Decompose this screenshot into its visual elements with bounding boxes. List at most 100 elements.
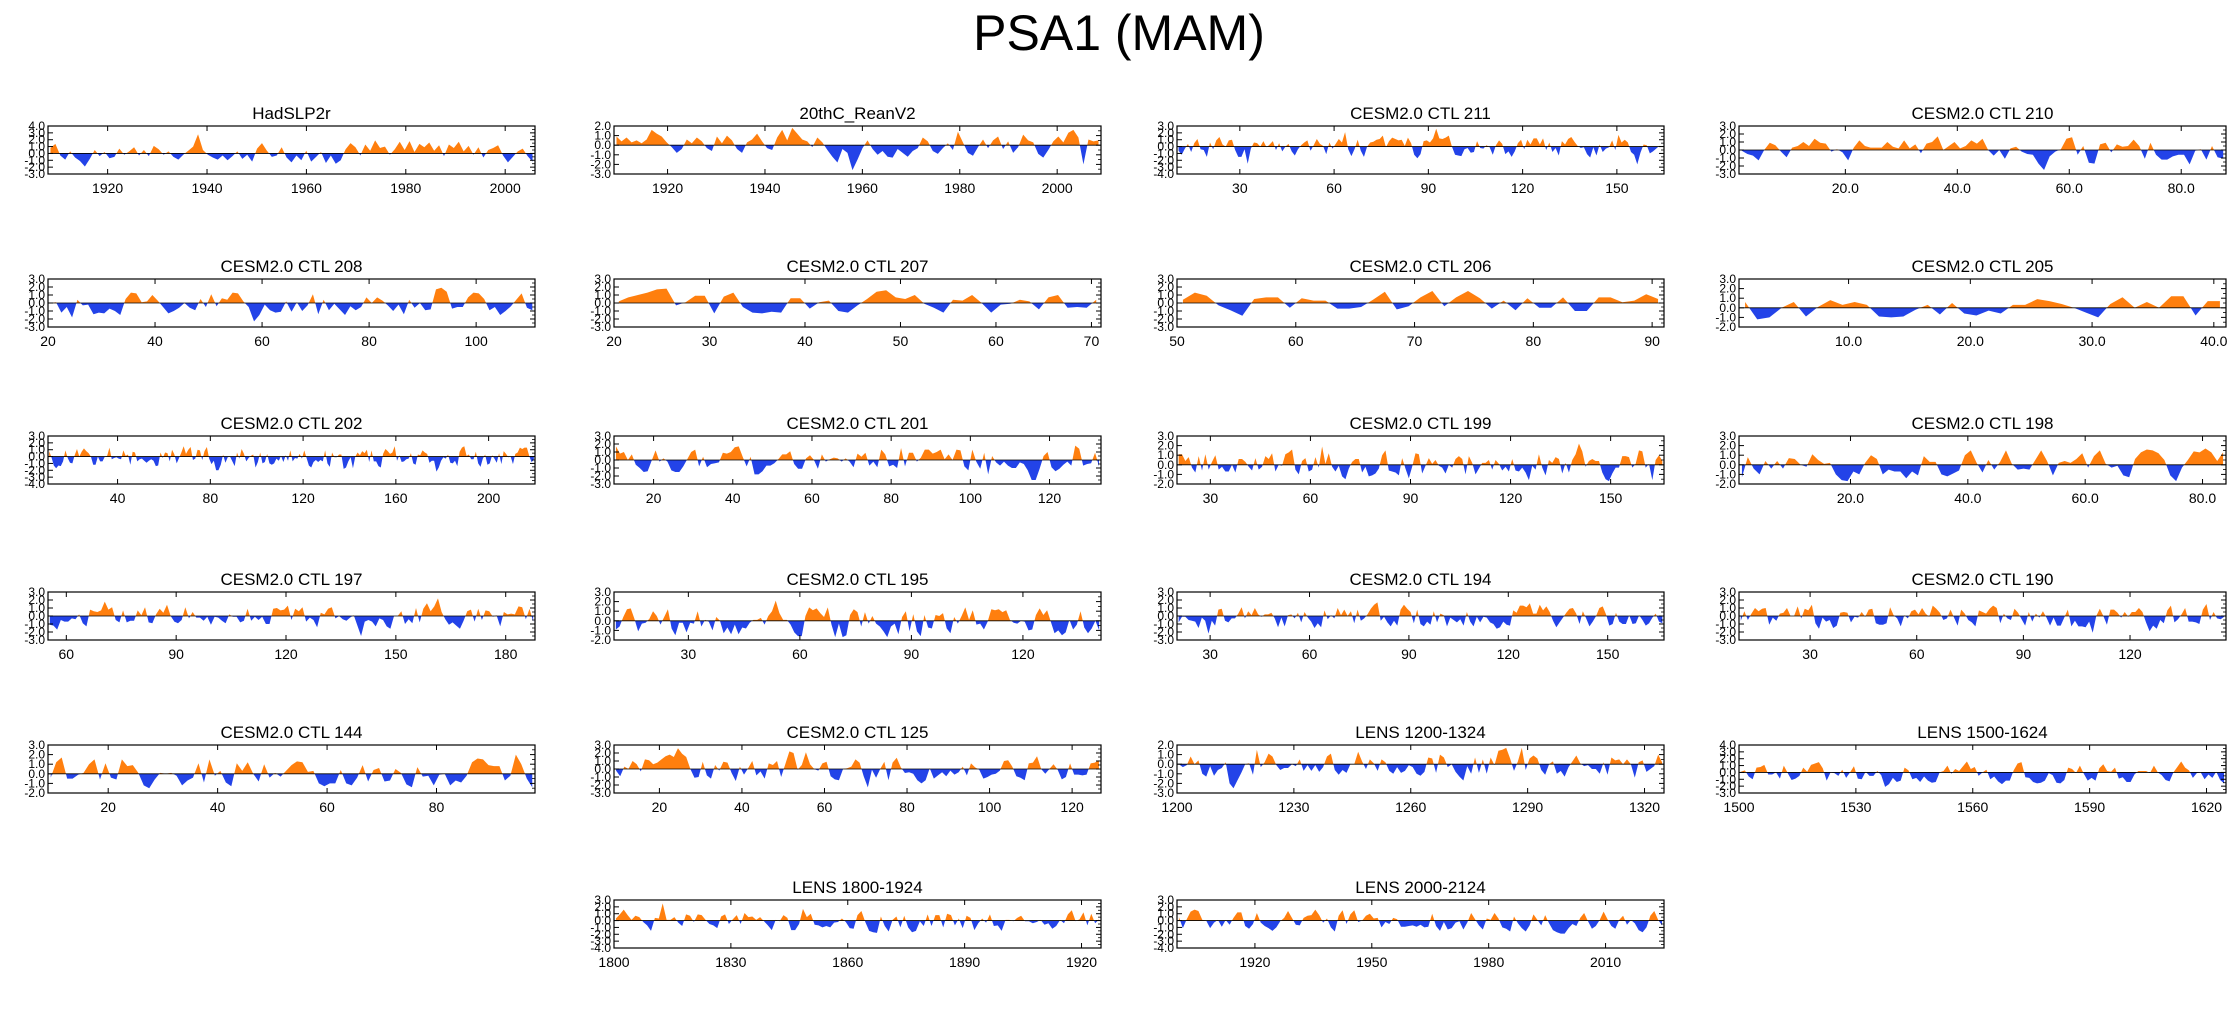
chart-svg: CESM2.0 CTL 144 3.02.01.00.0-1.0-2.0 20 40 6… — [24, 723, 536, 815]
negative-area — [50, 773, 533, 789]
chart-panel-20: LENS 1500-1624 4.0 3.0 2.0 1.0 0.0 -1.0 -2.0 -3.… — [1691, 715, 2238, 823]
x-tick-label: 60 — [988, 333, 1004, 349]
x-tick-label: 60.0 — [2056, 180, 2083, 196]
x-tick-label: 1590 — [2074, 799, 2105, 815]
positive-area — [1178, 128, 1663, 147]
y-tick-label: 2.0 — [1719, 282, 1736, 296]
panel-title: CESM2.0 CTL 202 — [220, 414, 362, 433]
x-tick-label: 120 — [2118, 646, 2142, 662]
y-tick-label: 1.0 — [1719, 601, 1736, 615]
y-tick-label: 0.0 — [1157, 914, 1174, 928]
x-tick-label: 2000 — [490, 180, 521, 196]
x-tick-label: 100 — [464, 333, 488, 349]
y-tick-label: 0.0 — [1719, 609, 1736, 623]
chart-panel-17: CESM2.0 CTL 144 3.0 2.0 1.0 0.0 -1.0 -2.0 20 40 6… — [0, 715, 557, 823]
panel-title: CESM2.0 CTL 201 — [786, 414, 928, 433]
x-tick-label: 20 — [606, 333, 622, 349]
y-tick-label: 3.0 — [1719, 745, 1736, 759]
y-tick-label: 2.0 — [594, 595, 611, 609]
x-tick-label: 50 — [1169, 333, 1185, 349]
y-tick-label: -1.0 — [1715, 310, 1736, 324]
y-tick-label: 2.0 — [594, 119, 611, 133]
x-tick-label: 1940 — [191, 180, 222, 196]
y-tick-label: -3.0 — [590, 320, 611, 334]
x-tick-label: 1290 — [1512, 799, 1543, 815]
panel-title: CESM2.0 CTL 208 — [220, 257, 362, 276]
y-tick-label: -1.0 — [24, 776, 45, 790]
y-tick-label: -2.0 — [1715, 159, 1736, 173]
x-tick-label: 40 — [725, 490, 741, 506]
chart-svg: CESM2.0 CTL 206 3.02.01.00.0-1.0-2.0-3.05… — [1153, 257, 1665, 349]
x-tick-label: 30 — [1232, 180, 1248, 196]
x-tick-label: 30 — [702, 333, 718, 349]
y-tick-label: 2.0 — [28, 280, 45, 294]
y-tick-label: -4.0 — [590, 941, 611, 955]
negative-area — [1741, 150, 2224, 170]
y-tick-label: 2.0 — [28, 593, 45, 607]
y-tick-label: -1.0 — [1715, 617, 1736, 631]
figure-title: PSA1 (MAM) — [973, 5, 1265, 61]
x-tick-label: 1890 — [949, 954, 980, 970]
negative-area — [618, 303, 1097, 314]
y-tick-label: 3.0 — [1719, 272, 1736, 286]
negative-area — [1178, 920, 1663, 934]
panel-title: CESM2.0 CTL 125 — [786, 723, 928, 742]
y-tick-label: -2.0 — [590, 633, 611, 647]
x-tick-label: 30 — [1802, 646, 1818, 662]
positive-area — [1178, 909, 1663, 921]
x-tick-label: 60 — [804, 490, 820, 506]
y-tick-label: -1.0 — [590, 920, 611, 934]
chart-panel-1: HadSLP2r 4.0 3.0 2.0 1.0 0.0 -1.0 -2.0 -3.0 1920 1… — [0, 96, 557, 204]
x-tick-label: 100 — [978, 799, 1002, 815]
y-tick-label: -2.0 — [1153, 153, 1174, 167]
y-tick-label: 1.0 — [1719, 291, 1736, 305]
panel-title: LENS 1200-1324 — [1355, 723, 1485, 742]
chart-panel-9: CESM2.0 CTL 202 3.0 2.0 1.0 0.0 -1.0 -2.0 -3.0-… — [0, 406, 557, 514]
negative-area — [616, 769, 1099, 788]
y-tick-label: 1.0 — [1157, 748, 1174, 762]
x-tick-label: 120 — [1499, 490, 1523, 506]
negative-area — [615, 920, 1100, 933]
y-tick-label: 4.0 — [28, 119, 45, 133]
y-tick-label: 0.0 — [28, 609, 45, 623]
y-tick-label: -2.0 — [1153, 312, 1174, 326]
y-tick-label: -3.0 — [1153, 633, 1174, 647]
y-tick-label: -1.0 — [590, 461, 611, 475]
y-tick-label: 0.0 — [1719, 765, 1736, 779]
x-tick-label: 40.0 — [1944, 180, 1971, 196]
y-tick-label: 0.0 — [1719, 301, 1736, 315]
y-tick-label: 1.0 — [28, 757, 45, 771]
x-tick-label: 1980 — [390, 180, 421, 196]
positive-area — [615, 903, 1100, 921]
chart-panel-10: CESM2.0 CTL 201 3.0 2.0 1.0 0.0 -1.0 -2.0 -3.0 2… — [566, 406, 1123, 514]
chart-svg: LENS 2000-2124 3.02.01.00.0-1.0-2.0-3.0-4… — [1153, 878, 1665, 970]
y-tick-label: 3.0 — [28, 429, 45, 443]
x-tick-label: 1920 — [1066, 954, 1097, 970]
y-tick-label: 2.0 — [1719, 593, 1736, 607]
y-tick-label: 2.0 — [594, 900, 611, 914]
x-tick-label: 1920 — [92, 180, 123, 196]
y-tick-label: -2.0 — [1715, 320, 1736, 334]
y-tick-label: -3.0 — [1715, 786, 1736, 800]
x-tick-label: 160 — [384, 490, 408, 506]
y-tick-label: 1.0 — [594, 129, 611, 143]
negative-area — [1178, 146, 1663, 165]
y-tick-label: -3.0 — [590, 477, 611, 491]
positive-area — [50, 287, 533, 303]
x-tick-label: 1830 — [715, 954, 746, 970]
y-tick-label: -1.0 — [24, 153, 45, 167]
chart-panel-5: CESM2.0 CTL 208 3.0 2.0 1.0 0.0 -1.0 -2.0 -3.0 2… — [0, 249, 557, 357]
y-tick-label: -3.0 — [1153, 320, 1174, 334]
y-tick-label: -2.0 — [1153, 776, 1174, 790]
x-tick-label: 40.0 — [2200, 333, 2227, 349]
positive-area — [1741, 448, 2224, 465]
x-tick-label: 90 — [168, 646, 184, 662]
positive-area — [618, 288, 1097, 303]
plot-frame — [613, 899, 1102, 949]
y-tick-label: 1.0 — [1157, 907, 1174, 921]
x-tick-label: 30 — [681, 646, 697, 662]
y-tick-label: 0.0 — [28, 767, 45, 781]
y-tick-label: 2.0 — [1157, 280, 1174, 294]
x-tick-label: 120 — [1038, 490, 1062, 506]
